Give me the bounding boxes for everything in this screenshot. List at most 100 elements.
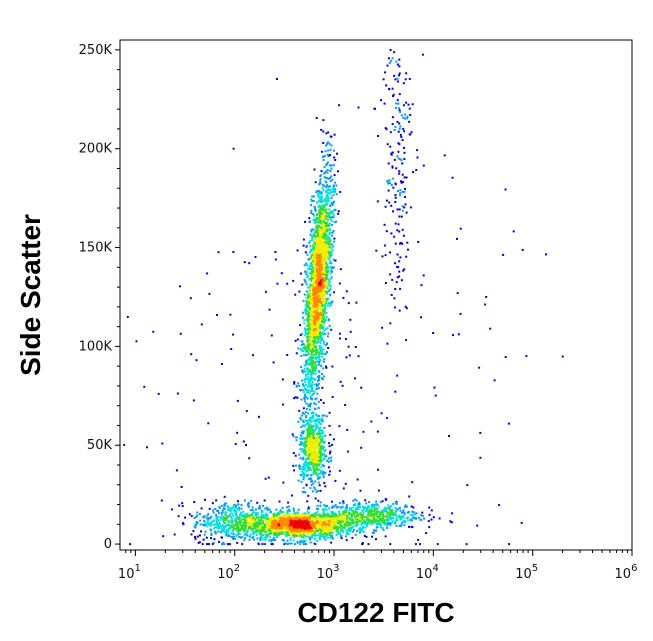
event-dot — [310, 432, 313, 435]
event-dot — [318, 477, 321, 480]
event-dot — [223, 518, 226, 521]
event-dot — [356, 512, 359, 515]
event-dot — [360, 528, 363, 531]
event-dot — [331, 522, 334, 525]
event-dot — [331, 532, 334, 534]
event-dot — [361, 542, 364, 544]
event-dot — [308, 527, 311, 530]
event-dot — [427, 520, 430, 523]
event-dot — [308, 438, 311, 441]
event-dot — [305, 454, 308, 457]
event-dot — [303, 391, 305, 394]
event-dot — [394, 513, 397, 516]
event-dot — [315, 418, 318, 421]
event-dot — [328, 216, 331, 219]
event-dot — [337, 532, 340, 535]
event-dot — [300, 539, 303, 542]
event-dot — [209, 528, 212, 531]
event-dot — [333, 190, 336, 193]
event-dot — [310, 293, 312, 296]
event-dot — [210, 533, 213, 536]
event-dot — [262, 538, 265, 541]
event-dot — [298, 453, 301, 456]
event-dot — [212, 541, 215, 544]
event-dot — [223, 543, 226, 546]
event-dot — [310, 375, 313, 378]
event-dot — [239, 524, 242, 527]
event-dot — [324, 526, 327, 529]
event-dot — [296, 513, 299, 516]
event-dot — [328, 524, 331, 527]
event-dot — [322, 283, 325, 286]
event-dot — [284, 517, 286, 520]
event-dot — [412, 511, 415, 514]
event-dot — [310, 355, 313, 358]
event-dot — [224, 525, 227, 528]
event-dot — [304, 330, 307, 333]
event-dot — [246, 514, 249, 517]
event-dot — [282, 517, 285, 519]
event-dot — [302, 407, 305, 410]
event-dot — [326, 239, 329, 241]
event-dot — [270, 511, 273, 513]
event-dot — [319, 359, 322, 362]
event-dot — [317, 254, 320, 256]
event-dot — [344, 517, 347, 520]
event-dot — [353, 498, 356, 501]
event-dot — [274, 529, 277, 532]
event-dot — [308, 436, 311, 438]
event-dot — [346, 533, 349, 536]
event-dot — [310, 440, 313, 443]
event-dot — [338, 502, 341, 504]
event-dot — [314, 472, 317, 475]
event-dot — [326, 335, 329, 338]
event-dot — [306, 462, 309, 465]
event-dot — [311, 462, 314, 465]
event-dot — [295, 528, 298, 531]
event-dot — [299, 534, 302, 537]
event-dot — [291, 515, 294, 518]
event-dot — [323, 454, 326, 457]
event-dot — [317, 234, 320, 237]
event-dot — [222, 516, 225, 519]
event-dot — [368, 522, 371, 525]
event-dot — [265, 535, 268, 538]
event-dot — [305, 373, 308, 376]
event-dot — [338, 282, 341, 285]
event-dot — [272, 532, 275, 535]
event-dot — [272, 537, 275, 540]
event-dot — [308, 330, 311, 332]
event-dot — [335, 530, 338, 533]
event-dot — [319, 472, 322, 475]
event-dot — [313, 342, 316, 345]
event-dot — [322, 521, 325, 524]
event-dot — [305, 420, 308, 423]
event-dot — [308, 266, 311, 269]
event-dot — [195, 515, 198, 518]
event-dot — [265, 530, 268, 533]
event-dot — [264, 527, 267, 530]
event-dot — [218, 540, 220, 543]
event-dot — [364, 526, 367, 529]
event-dot — [345, 517, 348, 520]
event-dot — [399, 515, 402, 518]
event-dot — [328, 237, 331, 240]
event-dot — [307, 332, 310, 335]
event-dot — [368, 506, 371, 509]
event-dot — [324, 319, 327, 322]
event-dot — [332, 200, 335, 203]
event-dot — [316, 392, 319, 395]
event-dot — [310, 463, 312, 466]
event-dot — [316, 463, 319, 466]
event-dot — [348, 529, 351, 532]
event-dot — [274, 517, 277, 520]
event-dot — [302, 471, 305, 474]
event-dot — [275, 519, 278, 522]
event-dot — [275, 517, 278, 520]
event-dot — [329, 272, 332, 275]
event-dot — [430, 509, 433, 512]
event-dot — [251, 511, 254, 514]
event-dot — [243, 513, 246, 516]
event-dot — [228, 507, 231, 510]
event-dot — [232, 533, 235, 535]
